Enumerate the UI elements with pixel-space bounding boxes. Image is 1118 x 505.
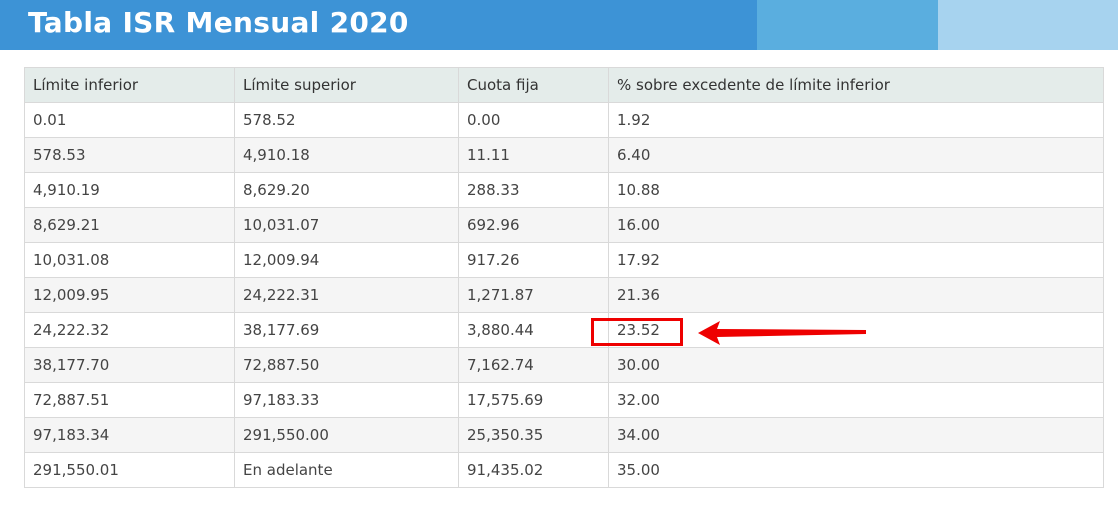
cell-limite-inferior: 4,910.19 xyxy=(24,172,235,208)
cell-cuota-fija: 1,271.87 xyxy=(458,277,609,313)
table-row: 8,629.21 10,031.07 692.96 16.00 xyxy=(24,207,1104,243)
cell-limite-inferior: 291,550.01 xyxy=(24,452,235,488)
cell-cuota-fija: 0.00 xyxy=(458,102,609,138)
column-header-cuota-fija: Cuota fija xyxy=(458,67,609,103)
cell-limite-superior: 578.52 xyxy=(234,102,459,138)
cell-porcentaje: 16.00 xyxy=(608,207,1104,243)
isr-table-container: Límite inferior Límite superior Cuota fi… xyxy=(24,67,1104,488)
cell-cuota-fija: 11.11 xyxy=(458,137,609,173)
cell-porcentaje: 30.00 xyxy=(608,347,1104,383)
column-header-porcentaje: % sobre excedente de límite inferior xyxy=(608,67,1104,103)
cell-porcentaje: 34.00 xyxy=(608,417,1104,453)
table-row: 72,887.51 97,183.33 17,575.69 32.00 xyxy=(24,382,1104,418)
cell-limite-superior: En adelante xyxy=(234,452,459,488)
table-row: 291,550.01 En adelante 91,435.02 35.00 xyxy=(24,452,1104,488)
table-row: 24,222.32 38,177.69 3,880.44 23.52 xyxy=(24,312,1104,348)
cell-porcentaje: 1.92 xyxy=(608,102,1104,138)
cell-cuota-fija: 7,162.74 xyxy=(458,347,609,383)
table-row: 0.01 578.52 0.00 1.92 xyxy=(24,102,1104,138)
cell-limite-inferior: 8,629.21 xyxy=(24,207,235,243)
cell-cuota-fija: 17,575.69 xyxy=(458,382,609,418)
cell-limite-superior: 291,550.00 xyxy=(234,417,459,453)
page-title: Tabla ISR Mensual 2020 xyxy=(28,6,409,39)
table-row: 12,009.95 24,222.31 1,271.87 21.36 xyxy=(24,277,1104,313)
cell-limite-inferior: 38,177.70 xyxy=(24,347,235,383)
cell-limite-superior: 10,031.07 xyxy=(234,207,459,243)
banner-stripe-light xyxy=(938,0,1118,50)
cell-cuota-fija: 692.96 xyxy=(458,207,609,243)
table-row: 97,183.34 291,550.00 25,350.35 34.00 xyxy=(24,417,1104,453)
cell-limite-inferior: 0.01 xyxy=(24,102,235,138)
page-banner: Tabla ISR Mensual 2020 xyxy=(0,0,1118,50)
isr-table: Límite inferior Límite superior Cuota fi… xyxy=(24,67,1104,488)
column-header-limite-superior: Límite superior xyxy=(234,67,459,103)
highlight-box xyxy=(591,318,683,346)
table-header-row: Límite inferior Límite superior Cuota fi… xyxy=(24,67,1104,103)
cell-porcentaje: 23.52 xyxy=(608,312,1104,348)
cell-limite-superior: 12,009.94 xyxy=(234,242,459,278)
column-header-limite-inferior: Límite inferior xyxy=(24,67,235,103)
cell-porcentaje: 35.00 xyxy=(608,452,1104,488)
cell-limite-superior: 38,177.69 xyxy=(234,312,459,348)
cell-limite-inferior: 72,887.51 xyxy=(24,382,235,418)
table-row: 4,910.19 8,629.20 288.33 10.88 xyxy=(24,172,1104,208)
table-row: 38,177.70 72,887.50 7,162.74 30.00 xyxy=(24,347,1104,383)
cell-porcentaje: 17.92 xyxy=(608,242,1104,278)
cell-cuota-fija: 91,435.02 xyxy=(458,452,609,488)
table-row: 10,031.08 12,009.94 917.26 17.92 xyxy=(24,242,1104,278)
cell-cuota-fija: 25,350.35 xyxy=(458,417,609,453)
banner-stripe-mid xyxy=(757,0,938,50)
red-arrow-left-icon xyxy=(698,321,866,345)
cell-limite-inferior: 578.53 xyxy=(24,137,235,173)
cell-cuota-fija: 917.26 xyxy=(458,242,609,278)
cell-cuota-fija: 3,880.44 xyxy=(458,312,609,348)
table-row: 578.53 4,910.18 11.11 6.40 xyxy=(24,137,1104,173)
cell-limite-inferior: 97,183.34 xyxy=(24,417,235,453)
cell-limite-superior: 24,222.31 xyxy=(234,277,459,313)
cell-limite-superior: 72,887.50 xyxy=(234,347,459,383)
cell-limite-inferior: 24,222.32 xyxy=(24,312,235,348)
cell-porcentaje: 32.00 xyxy=(608,382,1104,418)
cell-cuota-fija: 288.33 xyxy=(458,172,609,208)
cell-porcentaje: 10.88 xyxy=(608,172,1104,208)
cell-limite-inferior: 10,031.08 xyxy=(24,242,235,278)
cell-porcentaje: 21.36 xyxy=(608,277,1104,313)
cell-limite-superior: 4,910.18 xyxy=(234,137,459,173)
cell-porcentaje: 6.40 xyxy=(608,137,1104,173)
cell-limite-superior: 8,629.20 xyxy=(234,172,459,208)
cell-limite-inferior: 12,009.95 xyxy=(24,277,235,313)
cell-limite-superior: 97,183.33 xyxy=(234,382,459,418)
